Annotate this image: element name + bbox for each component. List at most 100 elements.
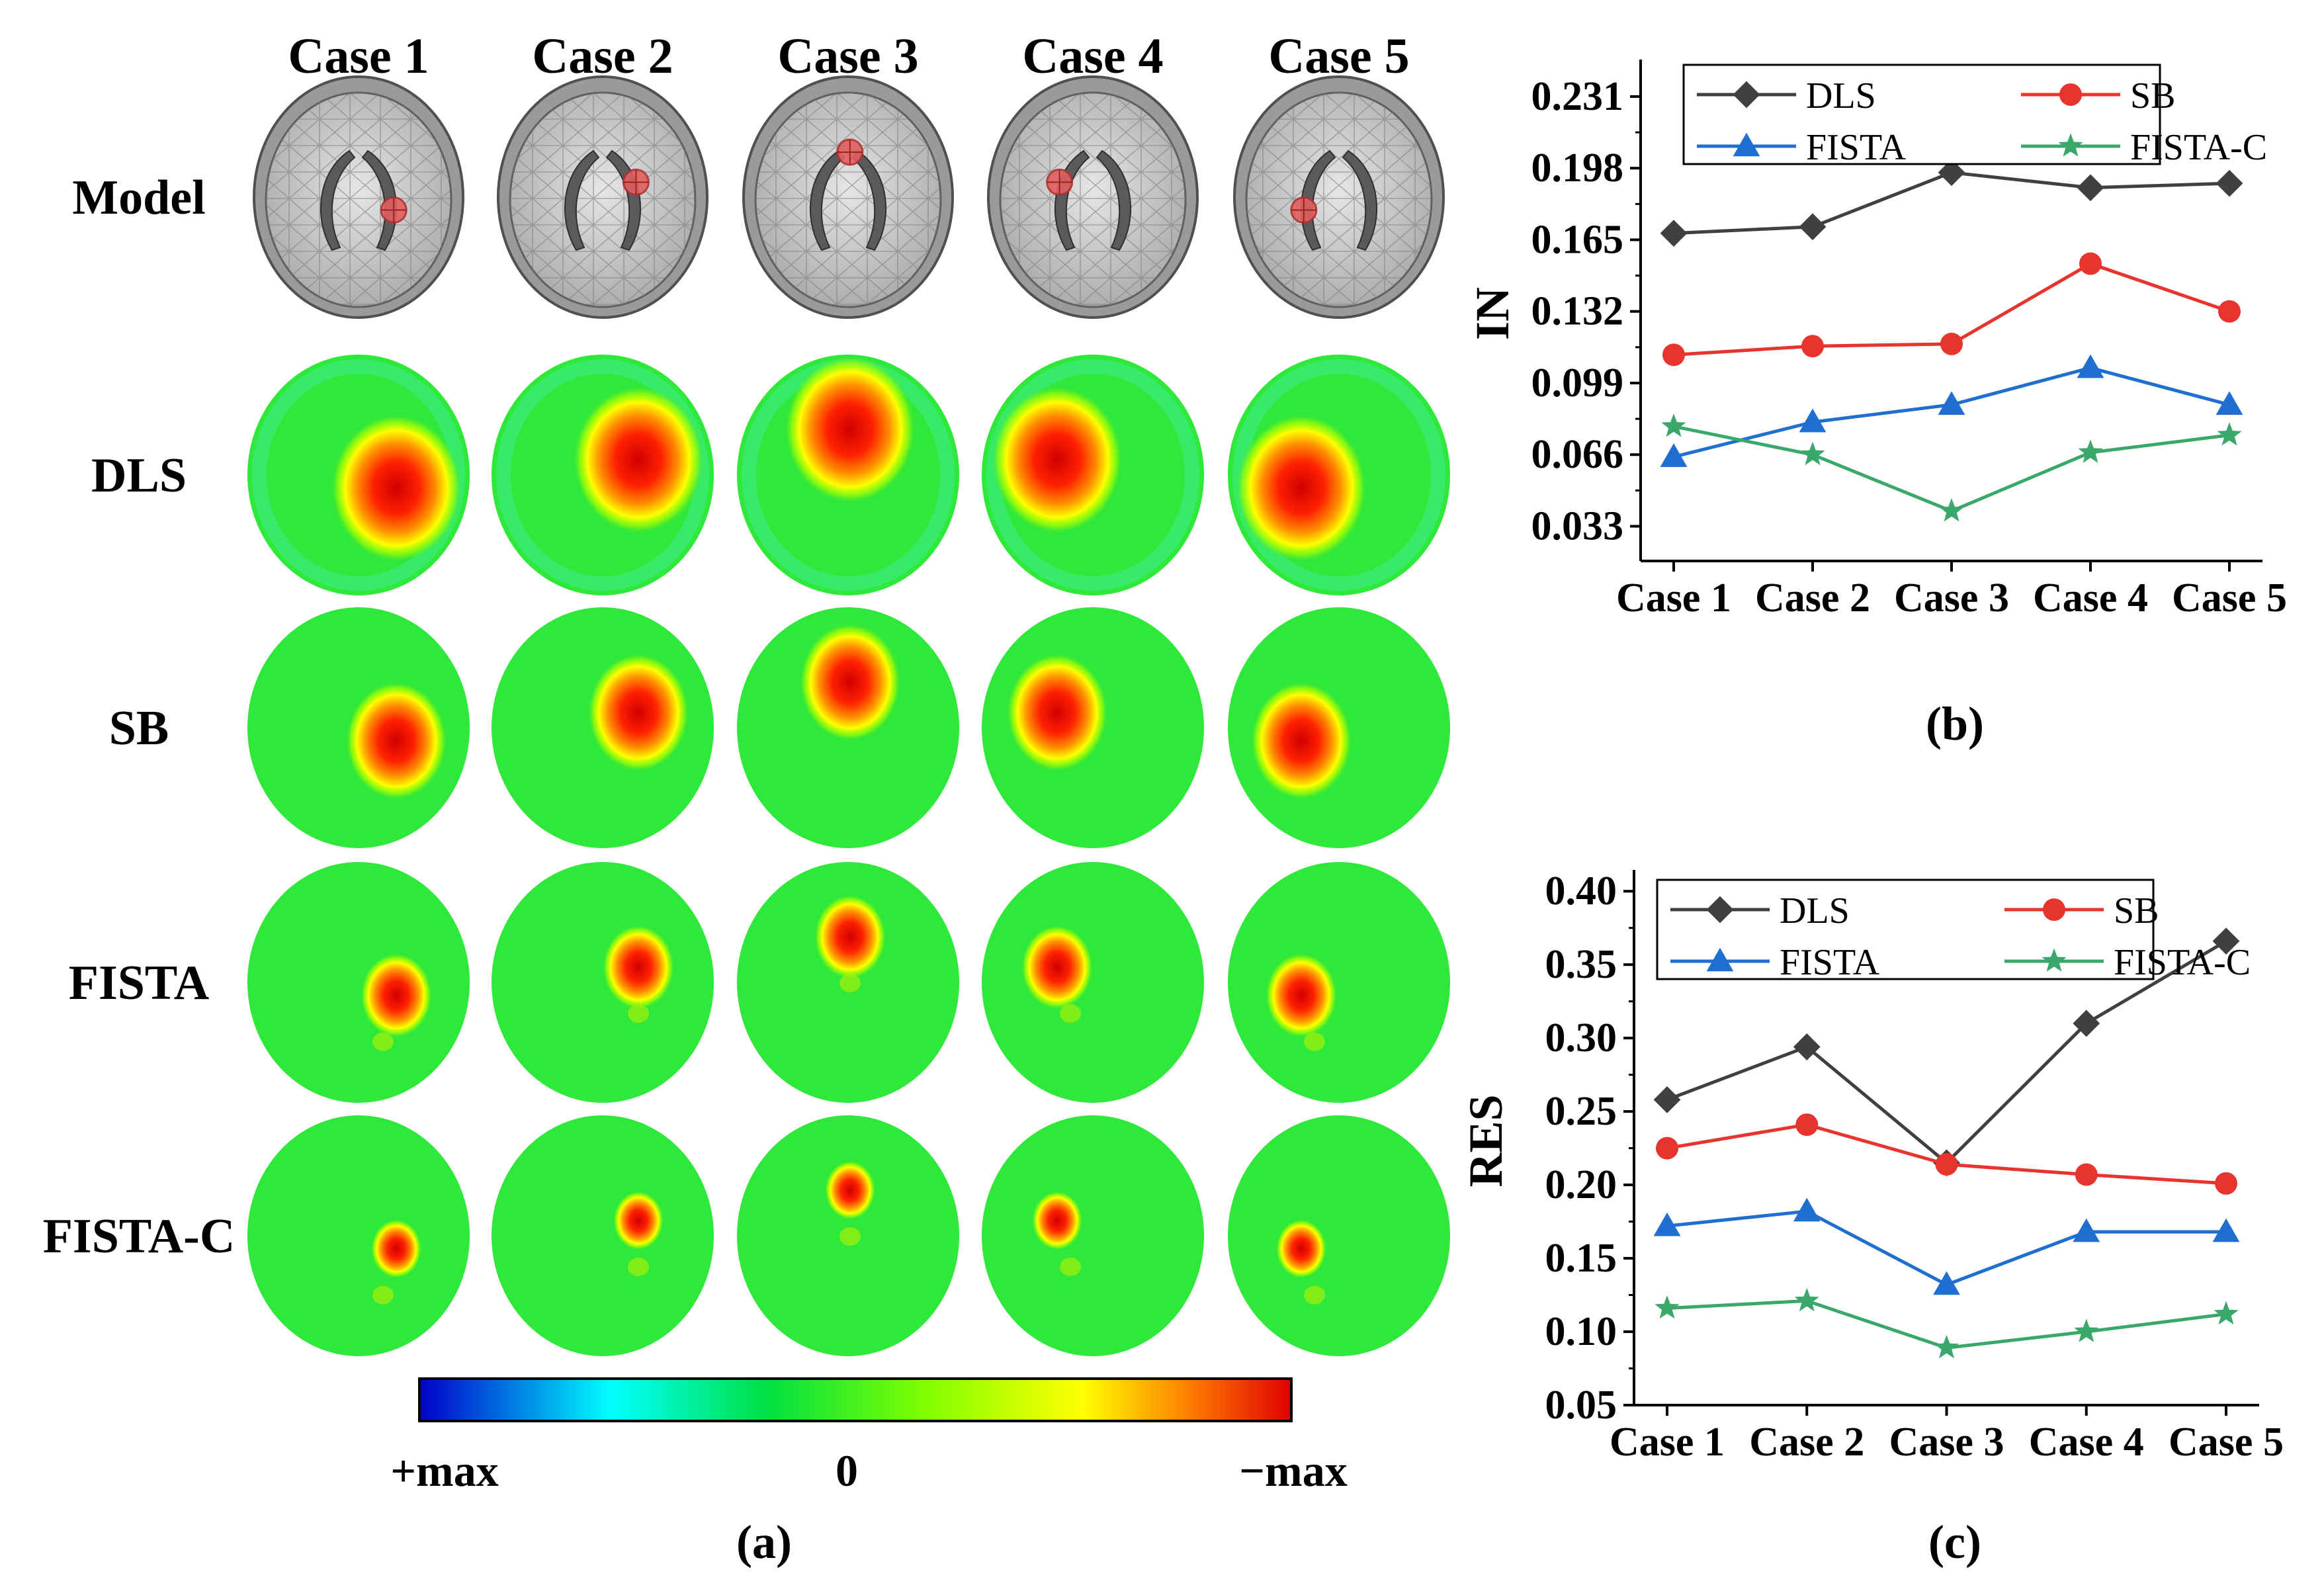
x-tick-label: Case 2: [1755, 576, 1870, 621]
reconstruction-background: [1228, 862, 1450, 1103]
inclusion-blob: [330, 413, 462, 562]
data-point: [2217, 422, 2242, 446]
ventricle-right: [361, 150, 398, 251]
inclusion-blob: [613, 1191, 664, 1250]
secondary-artifact: [1060, 1258, 1081, 1277]
reconstruction-image: [982, 355, 1204, 595]
y-tick-label: 0.30: [1545, 1015, 1617, 1060]
reconstruction-background: [247, 1115, 470, 1356]
reconstruction-image: [982, 1115, 1204, 1356]
reconstruction-image: [737, 862, 959, 1103]
mesh-overlay: [266, 93, 451, 307]
data-point: [2212, 1218, 2240, 1242]
data-point: [1940, 332, 1963, 355]
reconstruction-image: [737, 355, 959, 595]
head-model: [253, 75, 464, 319]
y-axis-label: IN: [1466, 287, 1519, 340]
case-header: Case 4: [1022, 28, 1163, 84]
row-label: FISTA: [69, 956, 209, 1010]
secondary-artifact: [1060, 1004, 1081, 1023]
secondary-artifact: [628, 1258, 649, 1277]
data-point: [1939, 498, 1964, 522]
inclusion-blob: [1265, 953, 1338, 1038]
inclusion-blob: [602, 925, 675, 1010]
data-point: [2073, 1218, 2100, 1242]
legend-label: DLS: [1780, 890, 1850, 931]
legend: [1656, 879, 2155, 980]
y-tick-label: 0.066: [1531, 432, 1624, 477]
reconstruction-background: [247, 862, 470, 1103]
data-point: [2075, 1163, 2098, 1186]
case-header: Case 2: [532, 28, 673, 84]
x-tick-label: Case 5: [2169, 1420, 2284, 1465]
legend-marker: [2059, 83, 2082, 106]
data-point: [2079, 252, 2102, 275]
data-point: [1938, 159, 1965, 187]
mesh-overlay: [510, 93, 695, 307]
data-point: [1799, 408, 1827, 433]
reconstruction-image: [247, 862, 470, 1103]
reconstruction-background: [492, 862, 714, 1103]
inclusion-blob: [1031, 1191, 1083, 1250]
legend-label: FISTA-C: [2114, 942, 2251, 983]
row-label: Model: [72, 171, 205, 225]
data-point: [2215, 1172, 2237, 1195]
data-point: [1801, 335, 1824, 358]
reconstruction-image: [982, 862, 1204, 1103]
legend-marker: [1706, 896, 1734, 924]
y-tick-label: 0.25: [1545, 1089, 1617, 1134]
data-point: [1653, 1086, 1681, 1113]
data-point: [1653, 1212, 1681, 1236]
reconstruction-image: [1228, 1115, 1450, 1356]
y-tick-label: 0.40: [1545, 869, 1617, 914]
reconstruction-image: [737, 607, 959, 848]
reconstruction-image: [1228, 862, 1450, 1103]
panel-c-caption: (c): [1928, 1516, 1981, 1569]
head-model: [742, 75, 954, 319]
inclusion-blob: [1235, 413, 1367, 562]
data-point: [1934, 1334, 1959, 1359]
ventricle-left: [320, 150, 356, 251]
head-model: [1233, 75, 1445, 319]
panel-b-caption: (b): [1926, 697, 1984, 750]
reconstruction-background: [982, 1115, 1204, 1356]
data-point: [2078, 439, 2103, 463]
legend-label: SB: [2114, 890, 2159, 931]
data-point: [1935, 1153, 1958, 1176]
case-header: Case 3: [777, 28, 918, 84]
mesh-overlay: [755, 93, 941, 307]
data-point: [1800, 441, 1825, 466]
reconstruction-image: [1228, 355, 1450, 595]
inclusion-blob: [1250, 681, 1352, 800]
inclusion-blob: [814, 894, 886, 980]
colorbar-label-plus-max: +max: [390, 1445, 498, 1496]
data-point: [2216, 391, 2243, 415]
reconstruction-image: [982, 607, 1204, 848]
x-tick-label: Case 3: [1894, 576, 2009, 621]
y-tick-label: 0.10: [1545, 1309, 1617, 1354]
data-point: [1938, 391, 1965, 415]
head-model: [497, 75, 709, 319]
reconstruction-image: [247, 355, 470, 595]
colorbar: +max 0 −max: [390, 1377, 1348, 1496]
inclusion-blob: [784, 355, 916, 504]
x-tick-label: Case 1: [1610, 1420, 1725, 1465]
data-point: [2077, 174, 2104, 202]
inclusion-blob: [1021, 925, 1094, 1010]
mesh-overlay: [1000, 93, 1185, 307]
case-headers: Case 1 Case 2 Case 3 Case 4 Case 5: [288, 28, 1409, 84]
mesh-overlay: [1246, 93, 1432, 307]
reconstruction-background: [492, 1115, 714, 1356]
secondary-artifact: [372, 1032, 394, 1051]
legend-marker: [2043, 898, 2065, 921]
legend-label: DLS: [1806, 75, 1876, 116]
inclusion-crosshair: [623, 169, 649, 195]
data-point: [1793, 1033, 1821, 1060]
reconstruction-image: [492, 862, 714, 1103]
reconstruction-image: [737, 1115, 959, 1356]
ventricle-left: [809, 150, 845, 251]
data-point: [1933, 1271, 1960, 1295]
data-point: [1660, 220, 1688, 247]
legend-marker: [1733, 81, 1760, 108]
y-tick-label: 0.05: [1545, 1383, 1617, 1428]
